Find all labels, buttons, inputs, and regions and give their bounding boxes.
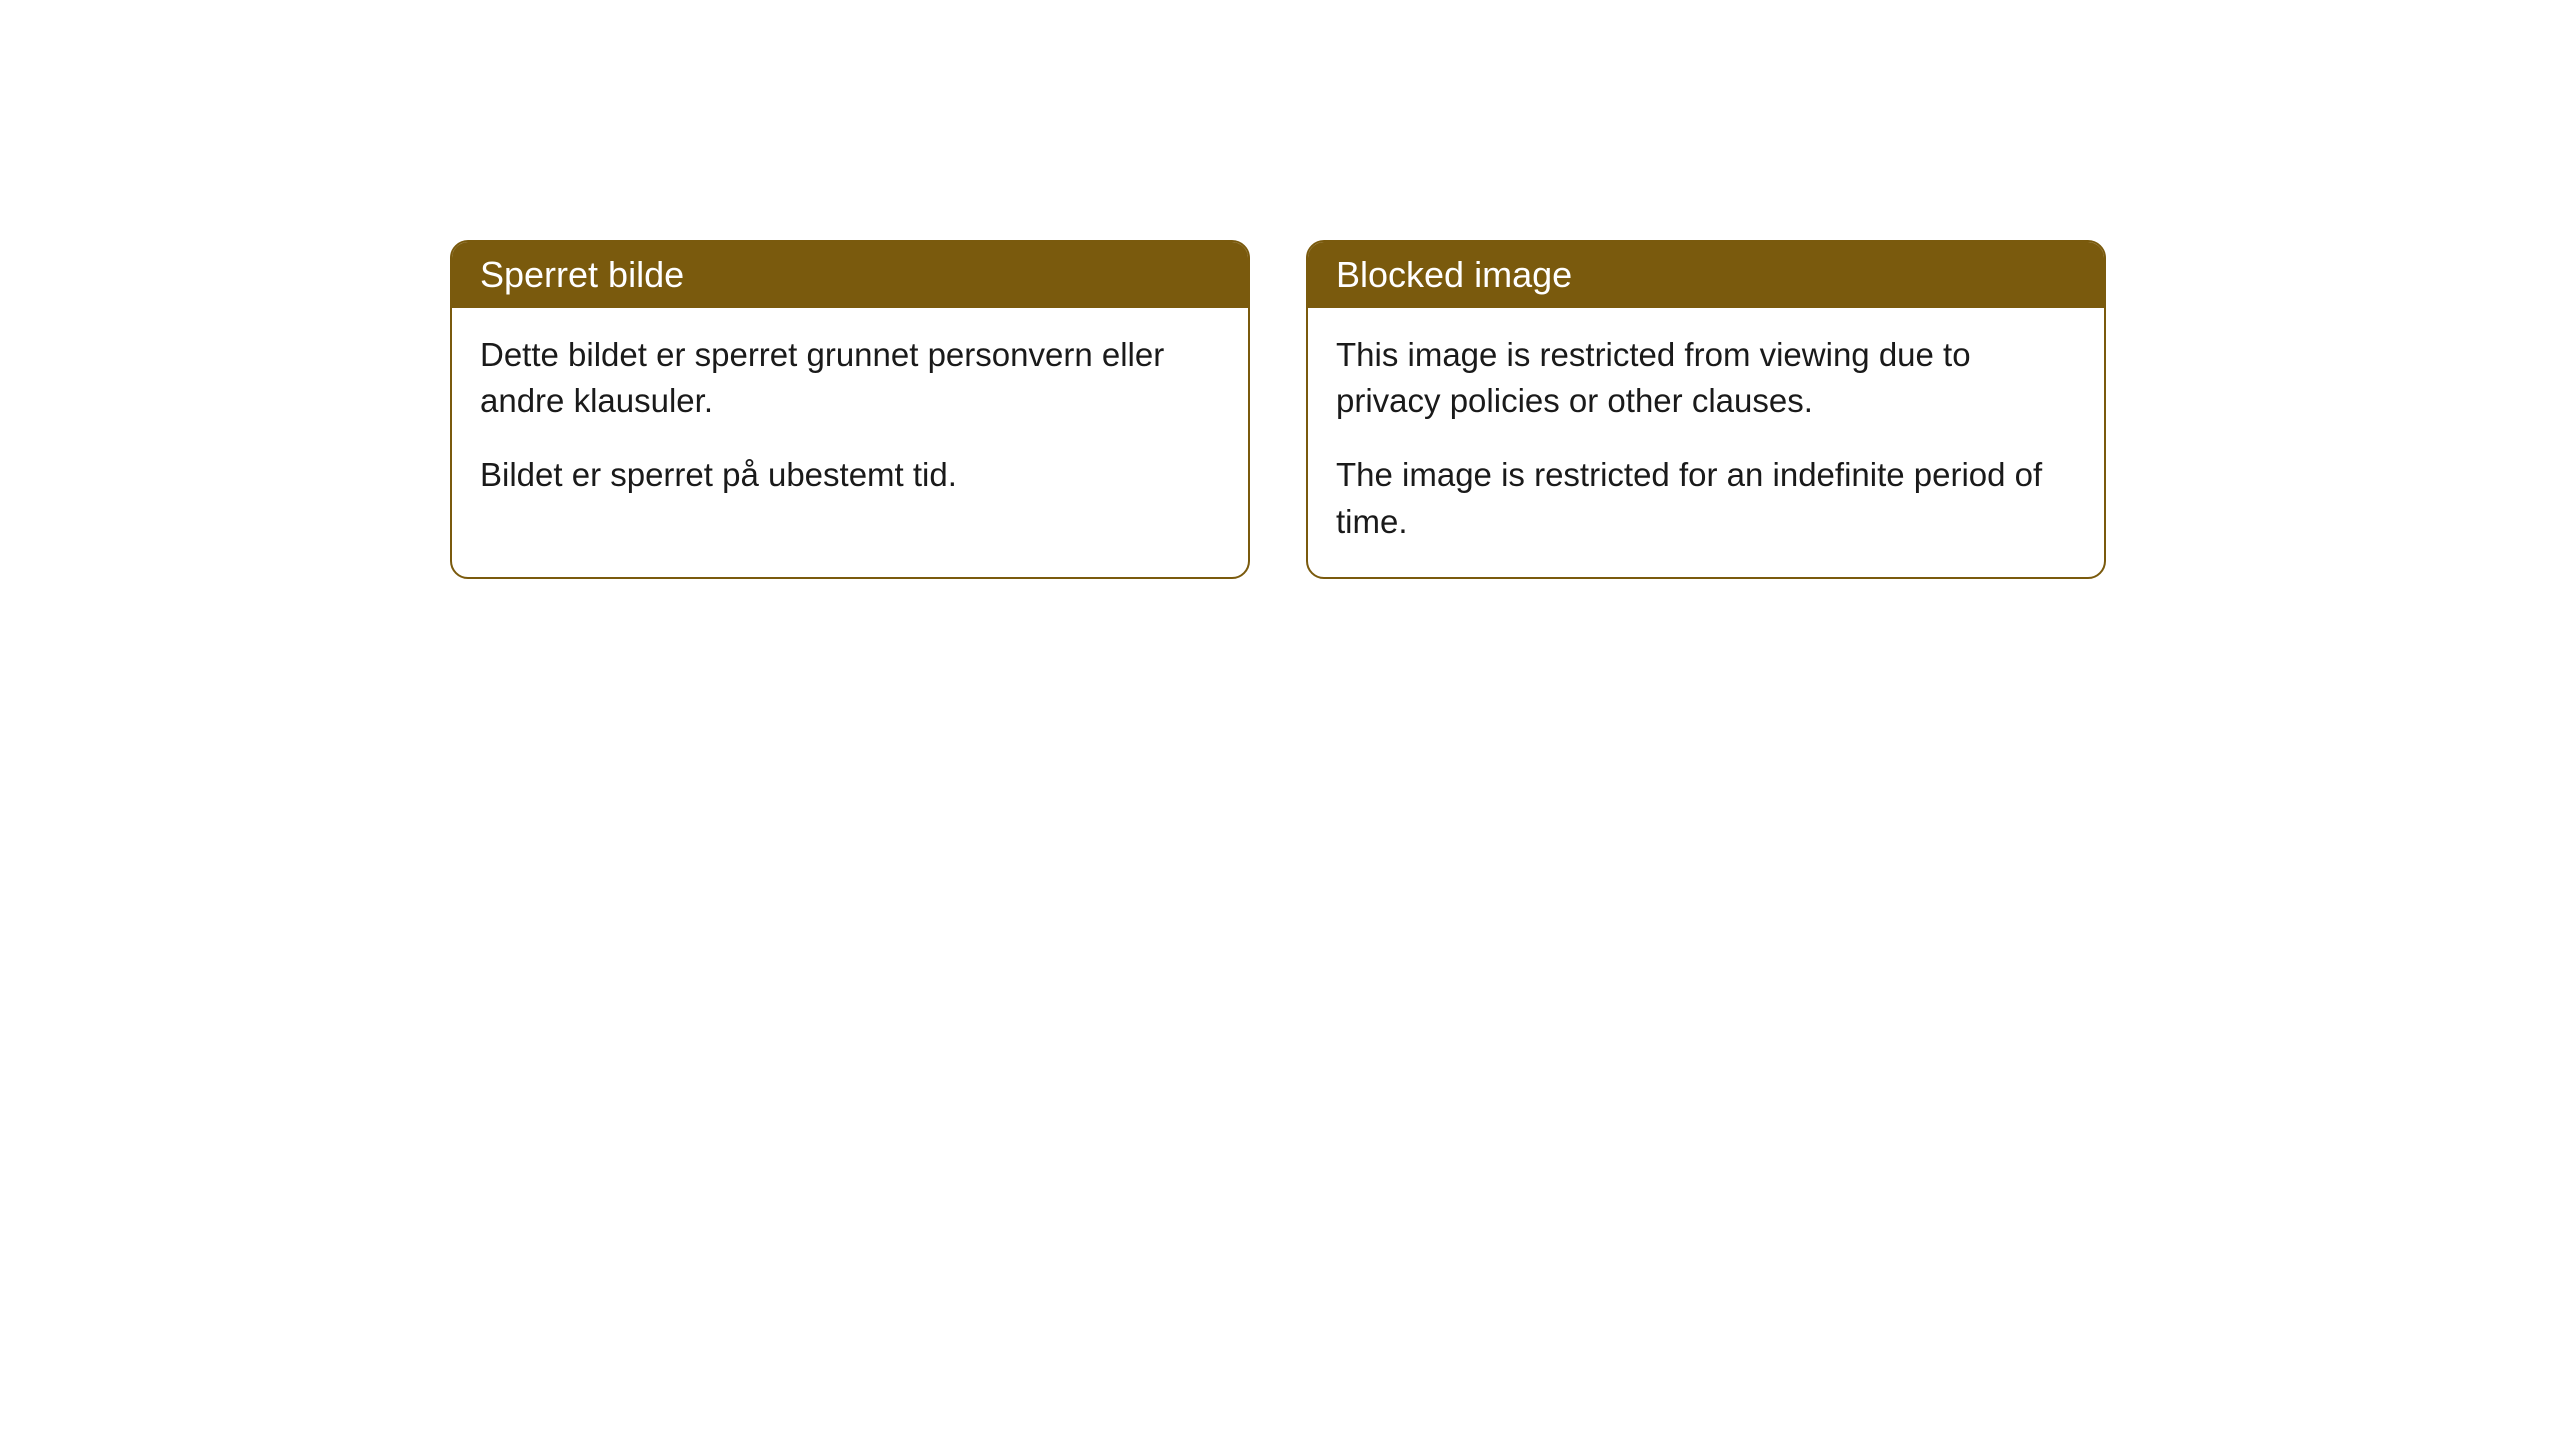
- card-body: Dette bildet er sperret grunnet personve…: [452, 308, 1248, 531]
- card-header: Blocked image: [1308, 242, 2104, 308]
- card-paragraph: The image is restricted for an indefinit…: [1336, 452, 2076, 544]
- card-paragraph: This image is restricted from viewing du…: [1336, 332, 2076, 424]
- card-paragraph: Bildet er sperret på ubestemt tid.: [480, 452, 1220, 498]
- card-norwegian: Sperret bilde Dette bildet er sperret gr…: [450, 240, 1250, 579]
- card-title: Blocked image: [1336, 254, 1572, 295]
- card-title: Sperret bilde: [480, 254, 684, 295]
- card-header: Sperret bilde: [452, 242, 1248, 308]
- card-body: This image is restricted from viewing du…: [1308, 308, 2104, 577]
- card-english: Blocked image This image is restricted f…: [1306, 240, 2106, 579]
- cards-container: Sperret bilde Dette bildet er sperret gr…: [450, 240, 2560, 579]
- card-paragraph: Dette bildet er sperret grunnet personve…: [480, 332, 1220, 424]
